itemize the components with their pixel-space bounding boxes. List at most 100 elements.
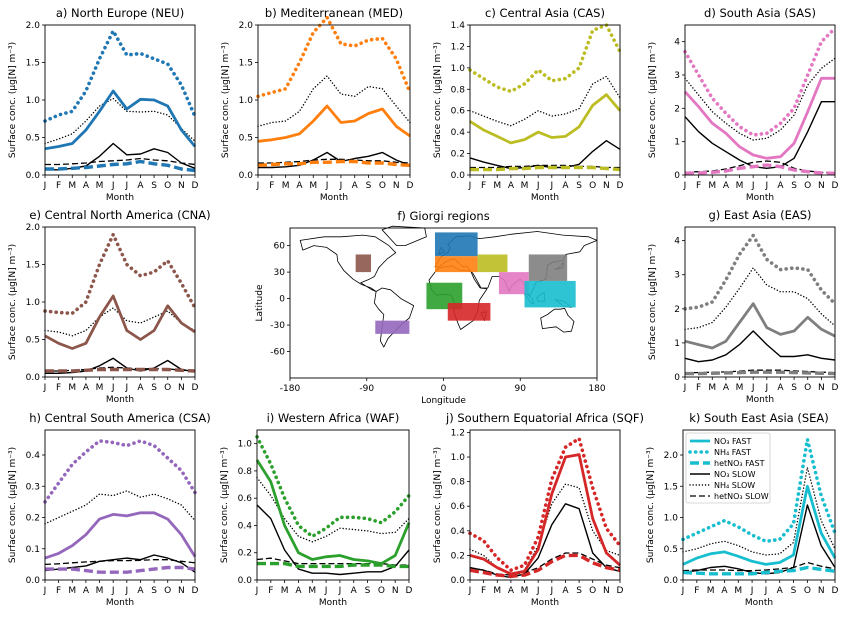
region-box-neu: [434, 232, 478, 257]
x-tick-label: D: [407, 181, 414, 191]
y-axis-label: Surface conc. (μg[N] m⁻³): [221, 42, 231, 158]
x-tick-label: A: [508, 181, 515, 191]
y-tick-label: 1.5: [664, 482, 678, 492]
x-axis-label: Month: [746, 395, 774, 405]
y-tick-label: 0.3: [26, 482, 40, 492]
series-line: [44, 89, 197, 151]
x-tick-label: M: [68, 181, 76, 191]
series-line: [684, 302, 836, 350]
x-tick-label: O: [379, 181, 386, 191]
x-tick-label: O: [589, 586, 596, 596]
y-axis-label: Surface conc. (μg[N] m⁻³): [8, 244, 18, 360]
map-title: f) Giorgi regions: [397, 209, 489, 223]
y-tick-label: 0.2: [26, 514, 40, 524]
y-tick-label: 2.0: [26, 21, 41, 31]
x-tick-label: D: [617, 181, 624, 191]
series-line: [685, 369, 836, 374]
y-tick-label: 0.0: [451, 576, 466, 586]
y-axis-label: Surface conc. (μg[N] m⁻³): [8, 447, 18, 563]
x-axis-label: Month: [319, 598, 347, 608]
series-line: [44, 554, 196, 573]
axes-frame: [44, 24, 196, 176]
x-tick-label: J: [683, 383, 687, 393]
region-box-sas: [498, 272, 529, 295]
y-tick-label: 0.4: [26, 451, 41, 461]
chart-title: b) Mediterranean (MED): [265, 6, 403, 20]
x-tick-label: M: [96, 181, 104, 191]
y-tick-label: 2: [674, 104, 680, 114]
x-tick-label: O: [378, 586, 385, 596]
x-tick-label: A: [721, 586, 728, 596]
legend: NO₃ FAST NH₄ FAST hetNO₃ FAST NO₃ SLOW NH₄ S…: [685, 432, 771, 504]
region-box-cna: [355, 254, 372, 273]
y-tick-label: 0.5: [239, 134, 253, 144]
chart-panel: h) Central South America (CSA) 0.0 0.1 0.2 0…: [8, 411, 211, 608]
x-tick-label: S: [576, 586, 582, 596]
map-y-tick-label: 60: [274, 242, 286, 252]
series-line: [469, 139, 621, 170]
series-line: [45, 142, 196, 171]
chart-panel: i) Western Africa (WAF) 0.0 0.2 0.4 0.6 0.8 1.…: [220, 411, 413, 608]
y-tick-label: 1.4: [451, 21, 466, 31]
map-x-tick-label: 90: [515, 384, 527, 394]
y-tick-label: 0.0: [238, 576, 253, 586]
y-axis-label: Surface conc. (μg[N] m⁻³): [8, 42, 18, 158]
y-tick-label: 4: [674, 237, 680, 247]
x-tick-label: J: [750, 586, 754, 596]
x-tick-label: J: [43, 181, 47, 191]
x-tick-label: F: [696, 383, 701, 393]
y-tick-label: 3: [674, 271, 680, 281]
chart-panel: b) Mediterranean (MED)0.00.51.01.52.0J F M…: [221, 6, 414, 203]
x-tick-label: N: [178, 181, 185, 191]
x-tick-label: J: [468, 586, 472, 596]
y-tick-label: 1.2: [451, 428, 465, 438]
legend-label: hetNO₃ FAST: [714, 459, 765, 468]
x-tick-label: J: [683, 181, 687, 191]
series-line: [255, 459, 411, 565]
series-line: [684, 160, 836, 174]
axes-frame: [684, 226, 836, 378]
x-tick-label: A: [777, 586, 784, 596]
series-line: [255, 434, 411, 539]
y-tick-label: 2: [674, 305, 680, 315]
region-box-eas: [528, 254, 568, 281]
series-line: [258, 158, 411, 164]
x-tick-label: N: [392, 586, 399, 596]
x-tick-label: F: [269, 181, 274, 191]
x-tick-label: A: [83, 181, 90, 191]
continent-outline: [540, 307, 575, 333]
y-tick-label: 0.4: [451, 527, 466, 537]
y-tick-label: 2.0: [239, 21, 254, 31]
x-tick-label: J: [751, 383, 755, 393]
legend-label: NO₃ SLOW: [714, 470, 756, 479]
series-line: [470, 164, 620, 169]
x-tick-label: A: [508, 586, 515, 596]
y-tick-label: 3: [674, 71, 680, 81]
y-tick-label: 0.0: [664, 576, 679, 586]
axes-frame: [682, 429, 836, 581]
chart-panel: c) Central Asia (CAS) 0.0 0.2 0.4 0.6 0.8 1.0 1…: [433, 6, 624, 203]
x-tick-label: S: [791, 586, 797, 596]
y-tick-label: 0.4: [451, 128, 466, 138]
x-tick-label: A: [352, 181, 359, 191]
x-tick-label: A: [137, 383, 144, 393]
y-tick-label: 0.8: [451, 85, 466, 95]
x-tick-label: J: [255, 586, 259, 596]
y-tick-label: 0.0: [26, 373, 41, 383]
x-tick-label: J: [751, 181, 755, 191]
x-tick-label: F: [696, 181, 701, 191]
map-y-tick-label: -30: [270, 321, 285, 331]
region-box-sqf: [447, 303, 491, 321]
chart-panel: a) North Europe (NEU)0.00.51.01.52.0J F M A…: [8, 6, 199, 203]
x-axis-label: Month: [746, 193, 774, 203]
x-tick-label: A: [296, 181, 303, 191]
x-tick-label: S: [365, 586, 371, 596]
series-line: [470, 165, 621, 172]
x-tick-label: S: [791, 383, 797, 393]
legend-label: NH₄ FAST: [714, 448, 751, 457]
x-tick-label: M: [493, 181, 501, 191]
chart-title: c) Central Asia (CAS): [485, 6, 605, 20]
x-tick-label: J: [764, 586, 768, 596]
chart-title: h) Central South America (CSA): [29, 411, 211, 425]
x-tick-label: N: [818, 181, 825, 191]
